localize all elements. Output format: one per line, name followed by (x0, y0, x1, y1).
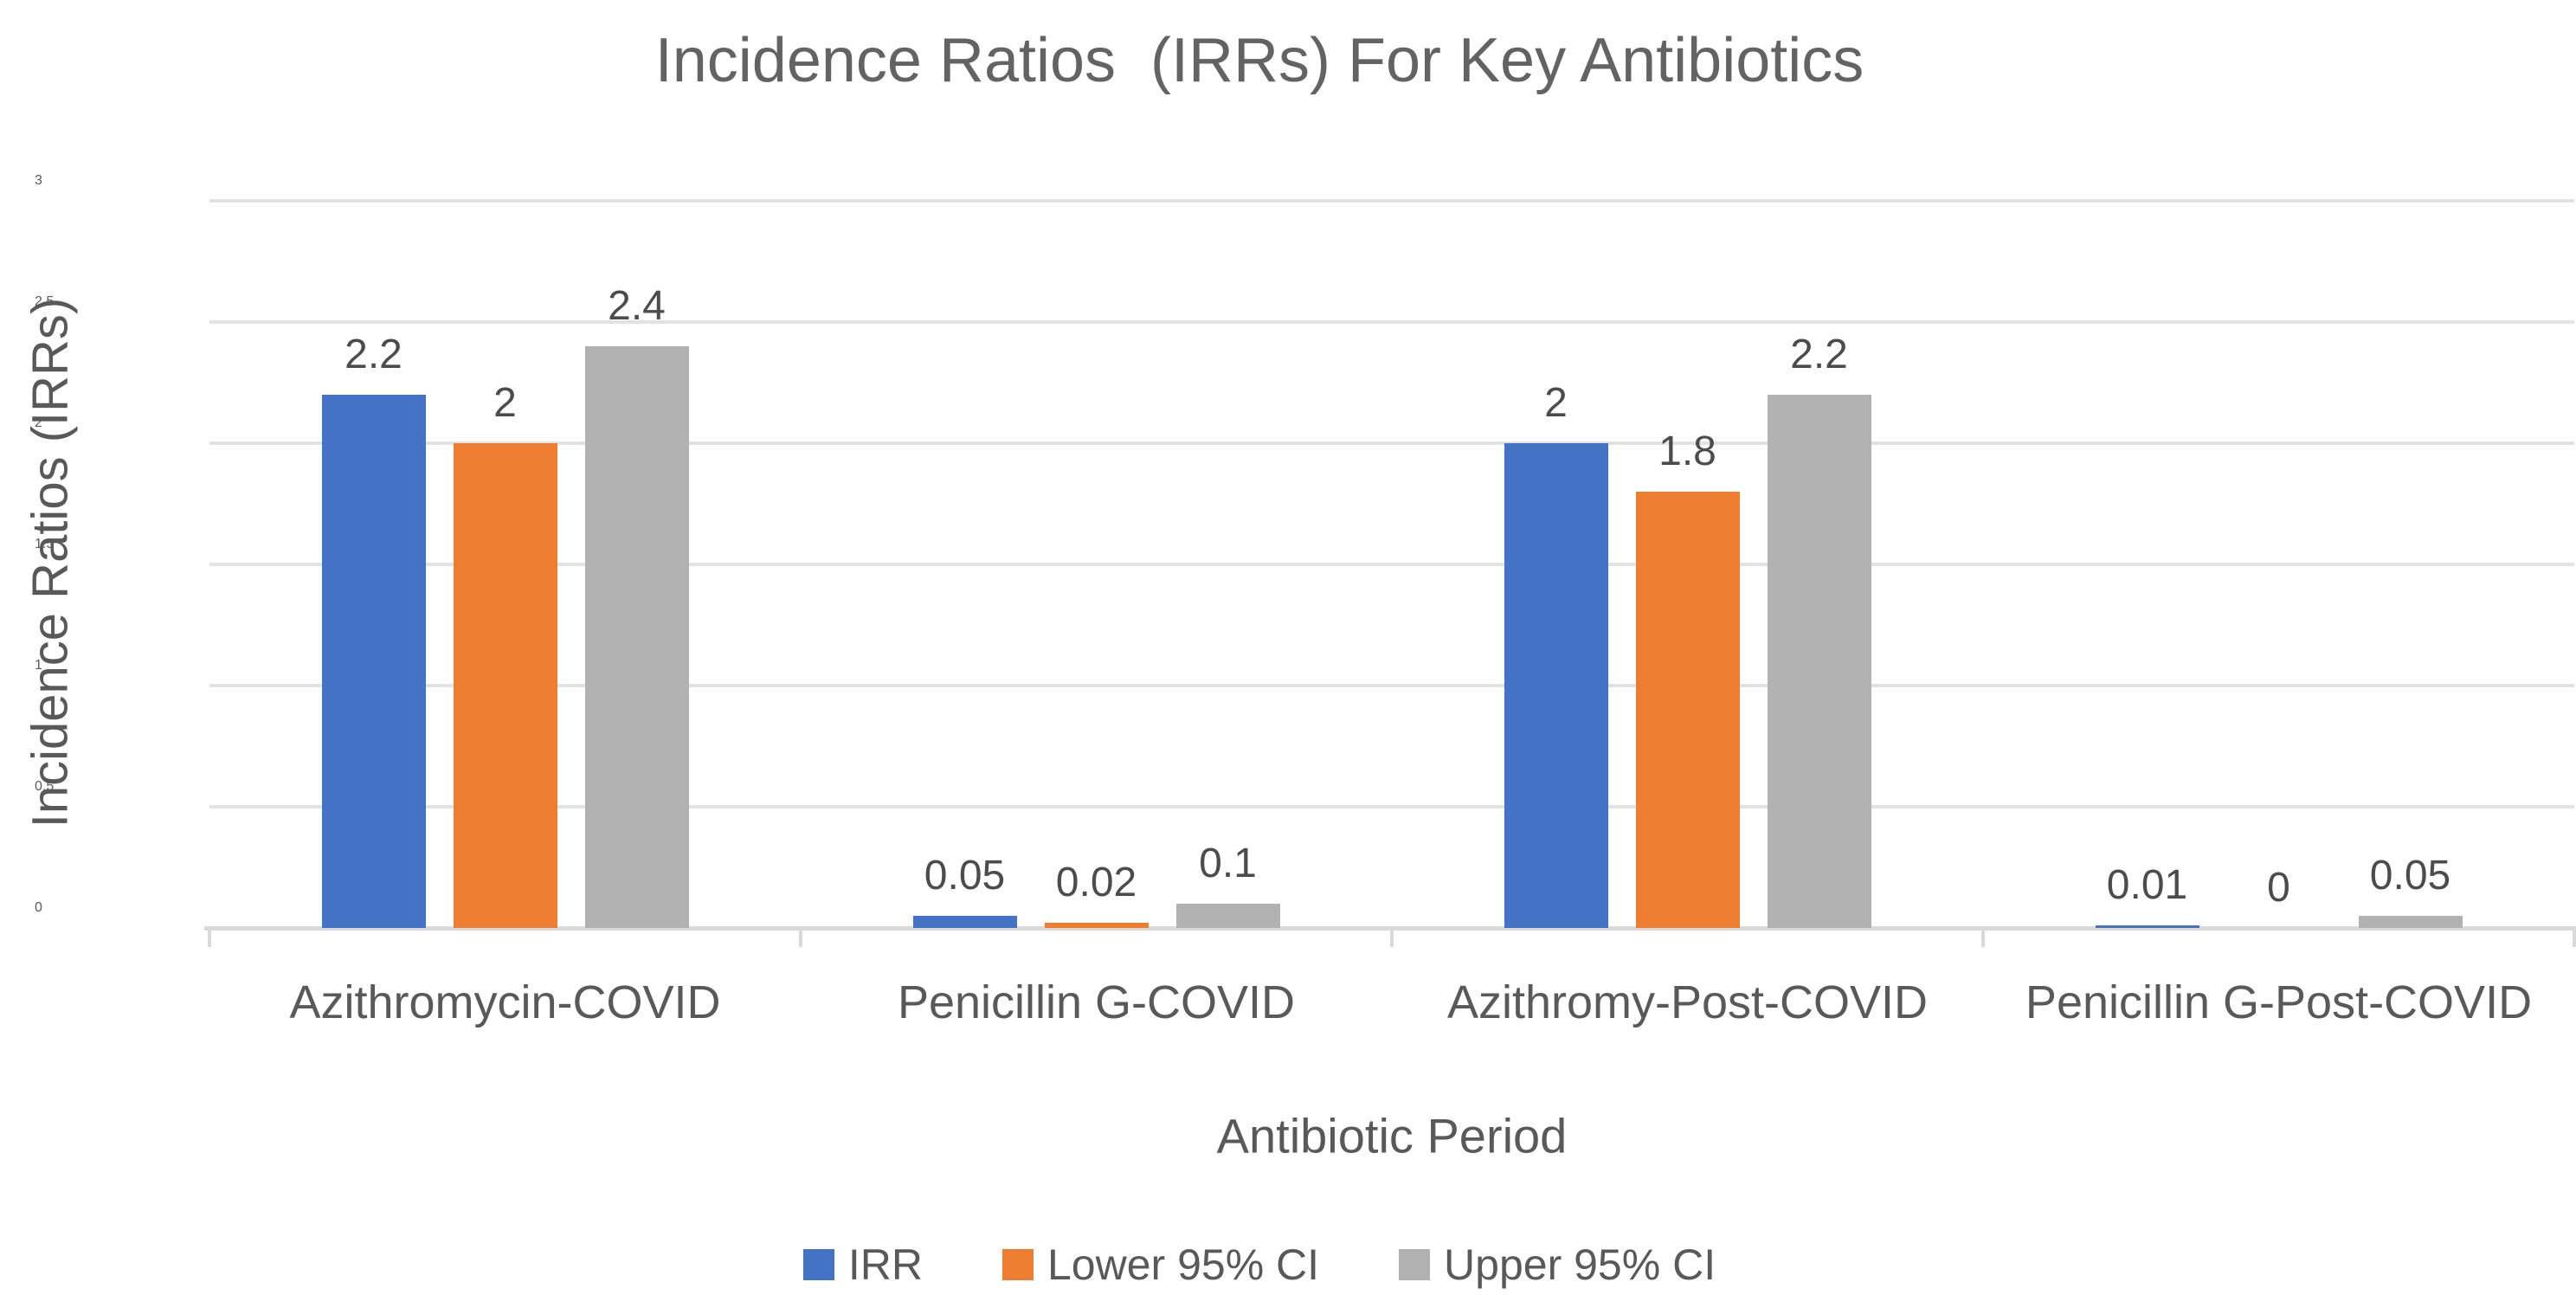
data-label-upper-95-ci-penicillin-g-post-covid: 0.05 (2369, 853, 2451, 899)
axis-tick (1390, 926, 1394, 947)
data-label-irr-azithromycin-covid: 2.2 (345, 332, 402, 377)
bar-lower-95-ci-azithromycin-covid (453, 443, 557, 928)
axis-tick (1981, 926, 1985, 947)
legend-swatch-upper-95-ci (1399, 1249, 1431, 1280)
data-label-lower-95-ci-penicillin-g-post-covid: 0 (2267, 865, 2290, 911)
bar-irr-penicillin-g-post-covid (2095, 925, 2199, 928)
gridline (209, 320, 2574, 324)
data-label-lower-95-ci-penicillin-g-covid: 0.02 (1055, 860, 1137, 905)
gridline (209, 563, 2574, 566)
legend-item-irr: IRR (802, 1240, 923, 1290)
gridline (209, 441, 2574, 445)
bar-irr-azithromy-post-covid (1504, 443, 1608, 928)
y-tick-label: 3 (35, 173, 42, 188)
data-label-upper-95-ci-azithromy-post-covid: 2.2 (1790, 332, 1848, 377)
data-label-irr-penicillin-g-covid: 0.05 (924, 853, 1006, 899)
category-label-azithromy-post-covid: Azithromy-Post-COVID (1446, 976, 1929, 1028)
y-tick-label: 0.5 (35, 779, 55, 794)
bar-upper-95-ci-penicillin-g-covid (1175, 904, 1280, 928)
axis-tick (799, 926, 802, 947)
bar-upper-95-ci-penicillin-g-post-covid (2358, 916, 2463, 928)
gridline (209, 199, 2574, 203)
category-label-penicillin-g-covid: Penicillin G-COVID (897, 976, 1296, 1028)
chart-title: Incidence Ratios (IRRs) For Key Antibiot… (654, 26, 1864, 95)
legend-swatch-irr (802, 1249, 834, 1280)
bar-upper-95-ci-azithromy-post-covid (1767, 395, 1871, 928)
axis-tick (208, 926, 211, 947)
data-label-lower-95-ci-azithromycin-covid: 2 (493, 380, 517, 426)
data-label-irr-azithromy-post-covid: 2 (1544, 380, 1568, 426)
legend: IRR Lower 95% CI Upper 95% CI (0, 1240, 2519, 1290)
x-axis-title: Antibiotic Period (1216, 1108, 1568, 1163)
bar-irr-penicillin-g-covid (912, 916, 1017, 928)
y-tick-label: 0 (35, 900, 42, 915)
bar-irr-azithromycin-covid (321, 395, 426, 928)
data-label-lower-95-ci-azithromy-post-covid: 1.8 (1658, 428, 1716, 474)
legend-item-upper-95-ci: Upper 95% CI (1399, 1240, 1716, 1290)
data-label-irr-penicillin-g-post-covid: 0.01 (2106, 862, 2188, 908)
legend-label-irr: IRR (847, 1240, 923, 1289)
gridline (209, 805, 2574, 809)
y-tick-label: 1 (35, 658, 42, 673)
category-label-azithromycin-covid: Azithromycin-COVID (289, 976, 721, 1028)
y-tick-label: 1.5 (35, 537, 55, 551)
legend-label-lower-95-ci: Lower 95% CI (1047, 1240, 1320, 1289)
data-label-upper-95-ci-azithromycin-covid: 2.4 (608, 283, 666, 329)
bar-lower-95-ci-penicillin-g-covid (1044, 923, 1149, 928)
bar-upper-95-ci-azithromycin-covid (584, 346, 689, 928)
legend-swatch-lower-95-ci (1002, 1249, 1034, 1280)
axis-tick (2573, 926, 2576, 947)
legend-item-lower-95-ci: Lower 95% CI (1002, 1240, 1319, 1290)
legend-label-upper-95-ci: Upper 95% CI (1444, 1240, 1716, 1289)
category-label-penicillin-g-post-covid: Penicillin G-Post-COVID (2025, 976, 2533, 1028)
y-tick-label: 2 (35, 416, 42, 430)
bar-lower-95-ci-azithromy-post-covid (1635, 492, 1740, 928)
gridline (209, 684, 2574, 687)
data-label-upper-95-ci-penicillin-g-covid: 0.1 (1199, 841, 1257, 886)
y-tick-label: 2.5 (35, 294, 55, 309)
